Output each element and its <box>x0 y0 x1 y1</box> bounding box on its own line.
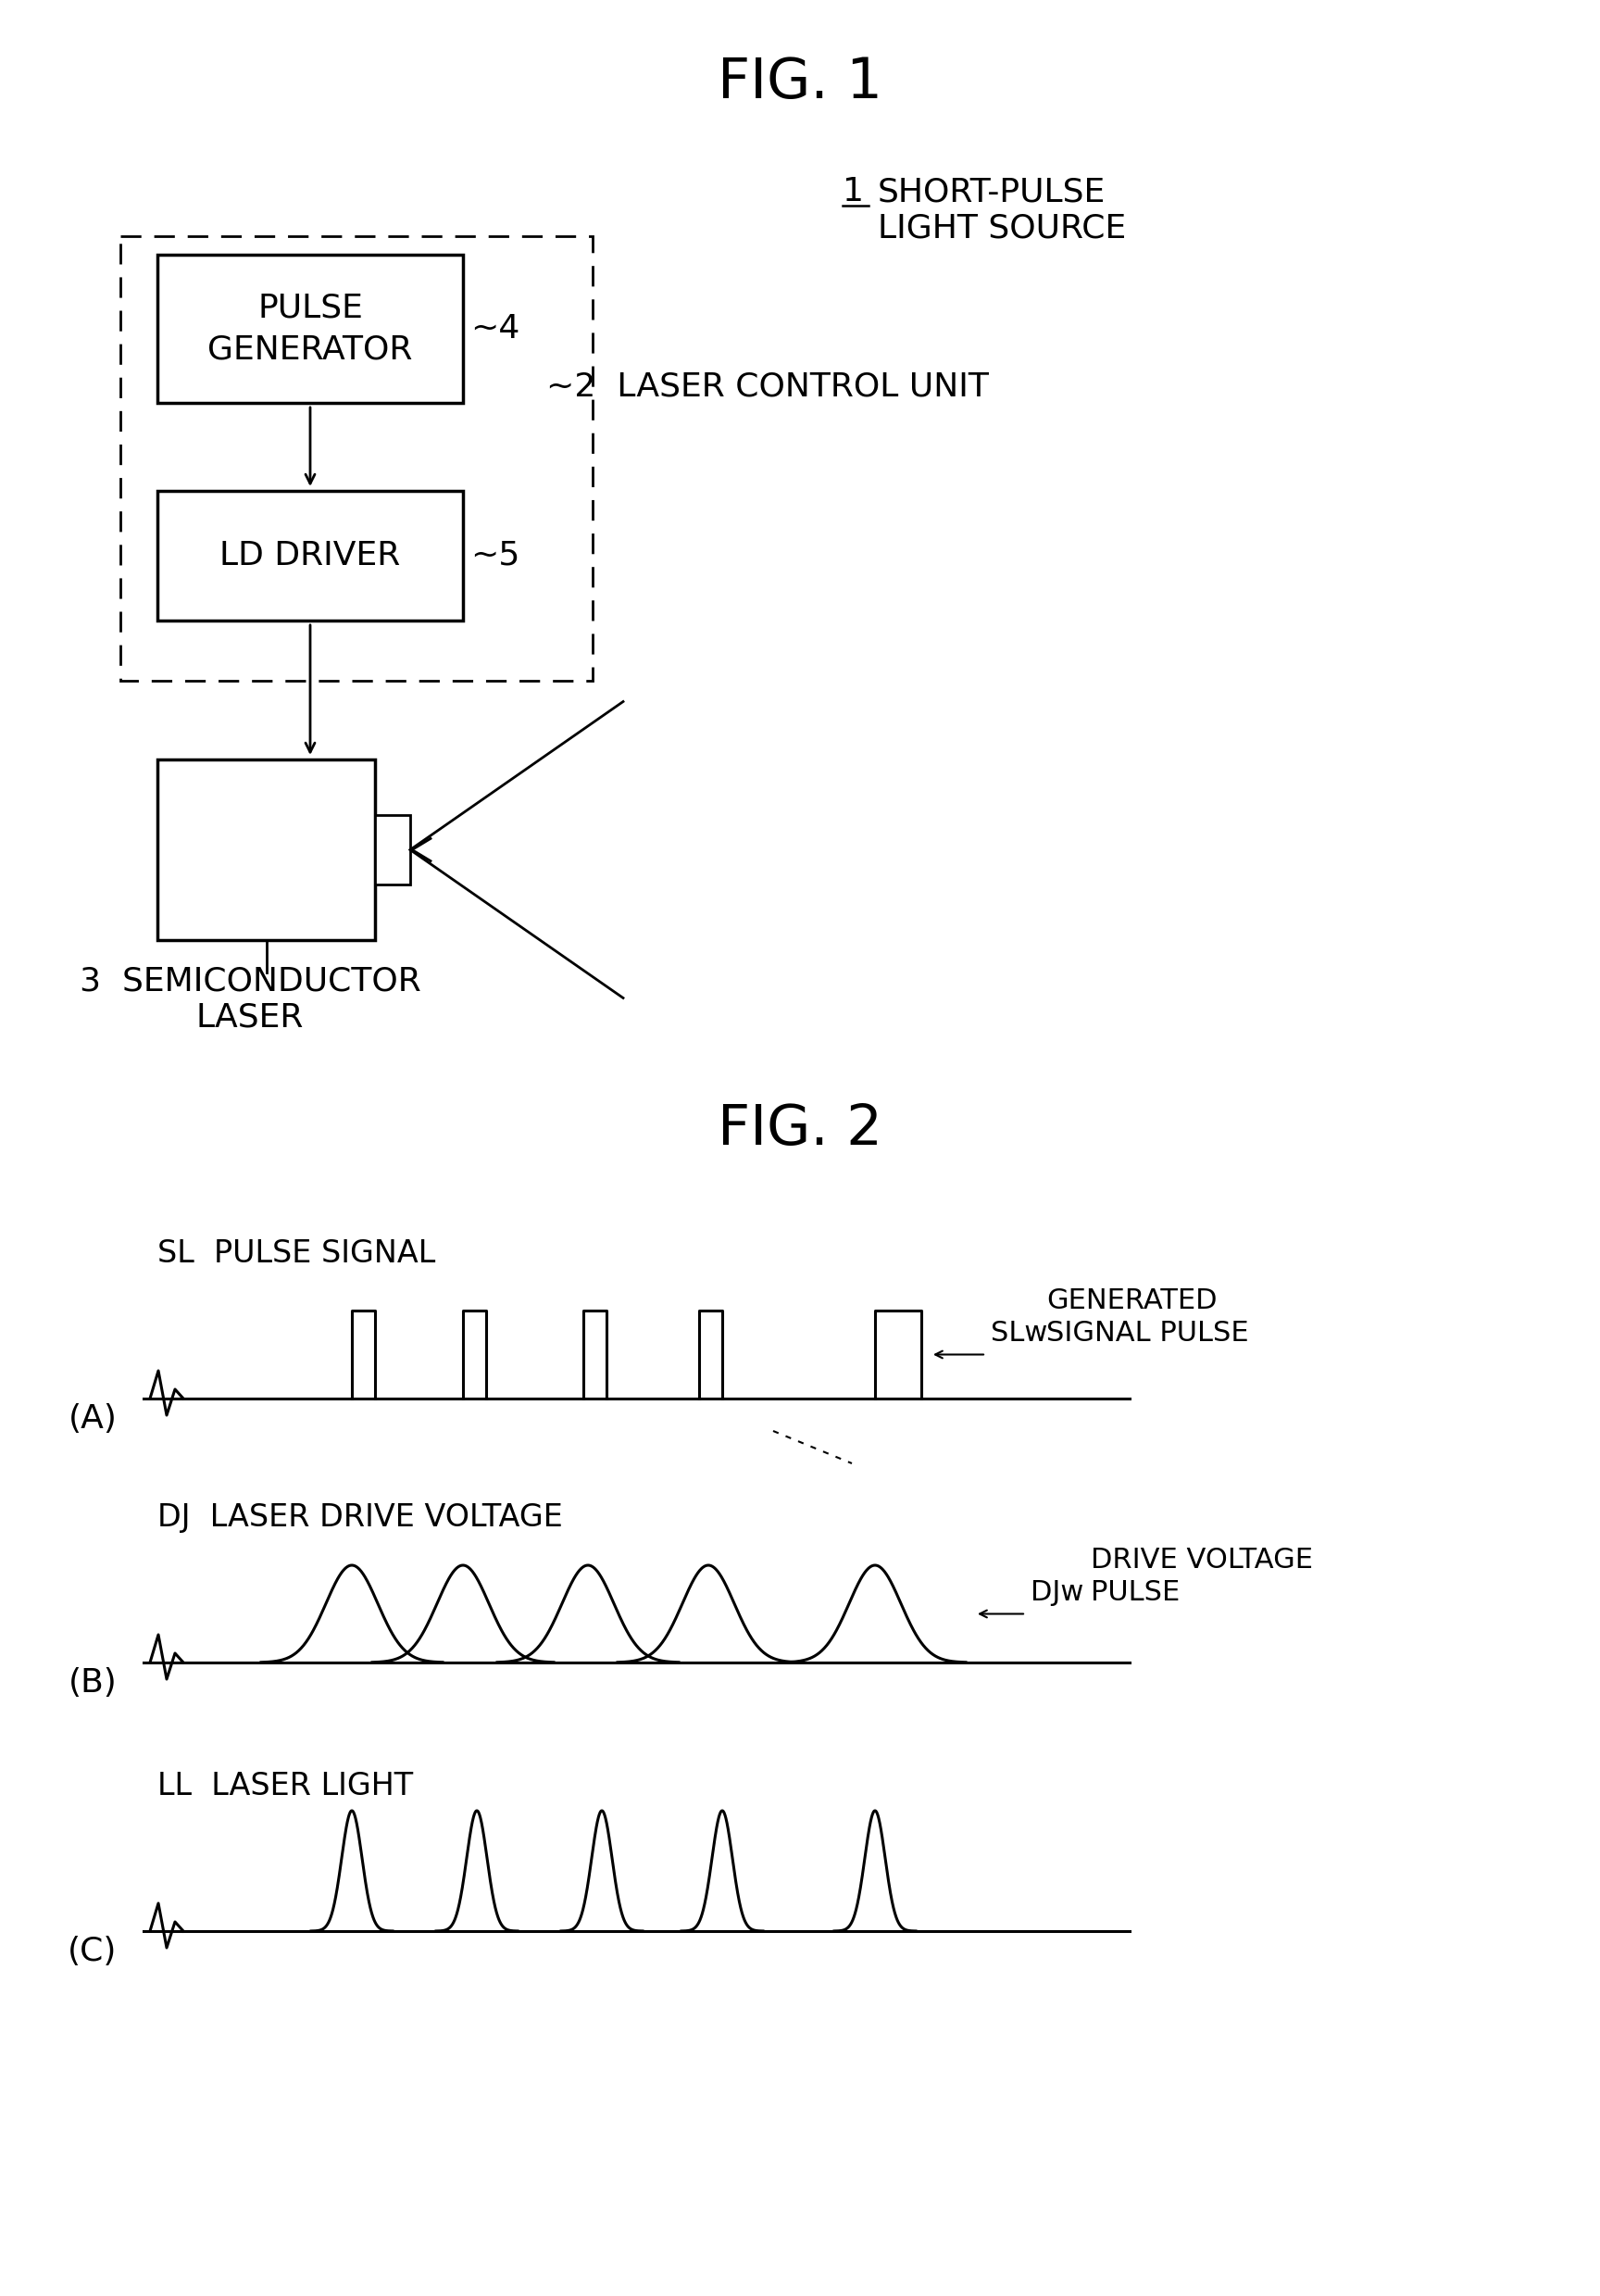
Bar <box>157 255 462 402</box>
Text: DRIVE VOLTAGE
PULSE: DRIVE VOLTAGE PULSE <box>1091 1545 1314 1607</box>
Text: (C): (C) <box>67 1936 117 1968</box>
Text: LD DRIVER: LD DRIVER <box>219 540 400 572</box>
Text: ~2  LASER CONTROL UNIT: ~2 LASER CONTROL UNIT <box>546 372 989 402</box>
Text: ~4: ~4 <box>470 312 520 344</box>
Text: (A): (A) <box>69 1403 117 1435</box>
Text: SHORT-PULSE
LIGHT SOURCE: SHORT-PULSE LIGHT SOURCE <box>878 177 1126 243</box>
Text: DJ  LASER DRIVE VOLTAGE: DJ LASER DRIVE VOLTAGE <box>157 1502 563 1534</box>
Text: SLw: SLw <box>990 1320 1048 1348</box>
Text: 3  SEMICONDUCTOR
LASER: 3 SEMICONDUCTOR LASER <box>80 964 421 1033</box>
Bar <box>120 236 592 680</box>
Text: 1: 1 <box>843 177 864 207</box>
Bar <box>157 491 462 620</box>
Text: LL  LASER LIGHT: LL LASER LIGHT <box>157 1770 413 1802</box>
Text: FIG. 2: FIG. 2 <box>717 1102 883 1157</box>
Bar <box>157 760 374 939</box>
Text: DJw: DJw <box>1030 1580 1083 1607</box>
Text: FIG. 1: FIG. 1 <box>717 55 883 110</box>
Text: (B): (B) <box>69 1667 117 1699</box>
Text: ~5: ~5 <box>470 540 520 572</box>
Text: SL  PULSE SIGNAL: SL PULSE SIGNAL <box>157 1238 435 1270</box>
Text: GENERATED
SIGNAL PULSE: GENERATED SIGNAL PULSE <box>1046 1288 1248 1348</box>
Bar <box>374 815 410 884</box>
Text: PULSE
GENERATOR: PULSE GENERATOR <box>208 292 413 365</box>
